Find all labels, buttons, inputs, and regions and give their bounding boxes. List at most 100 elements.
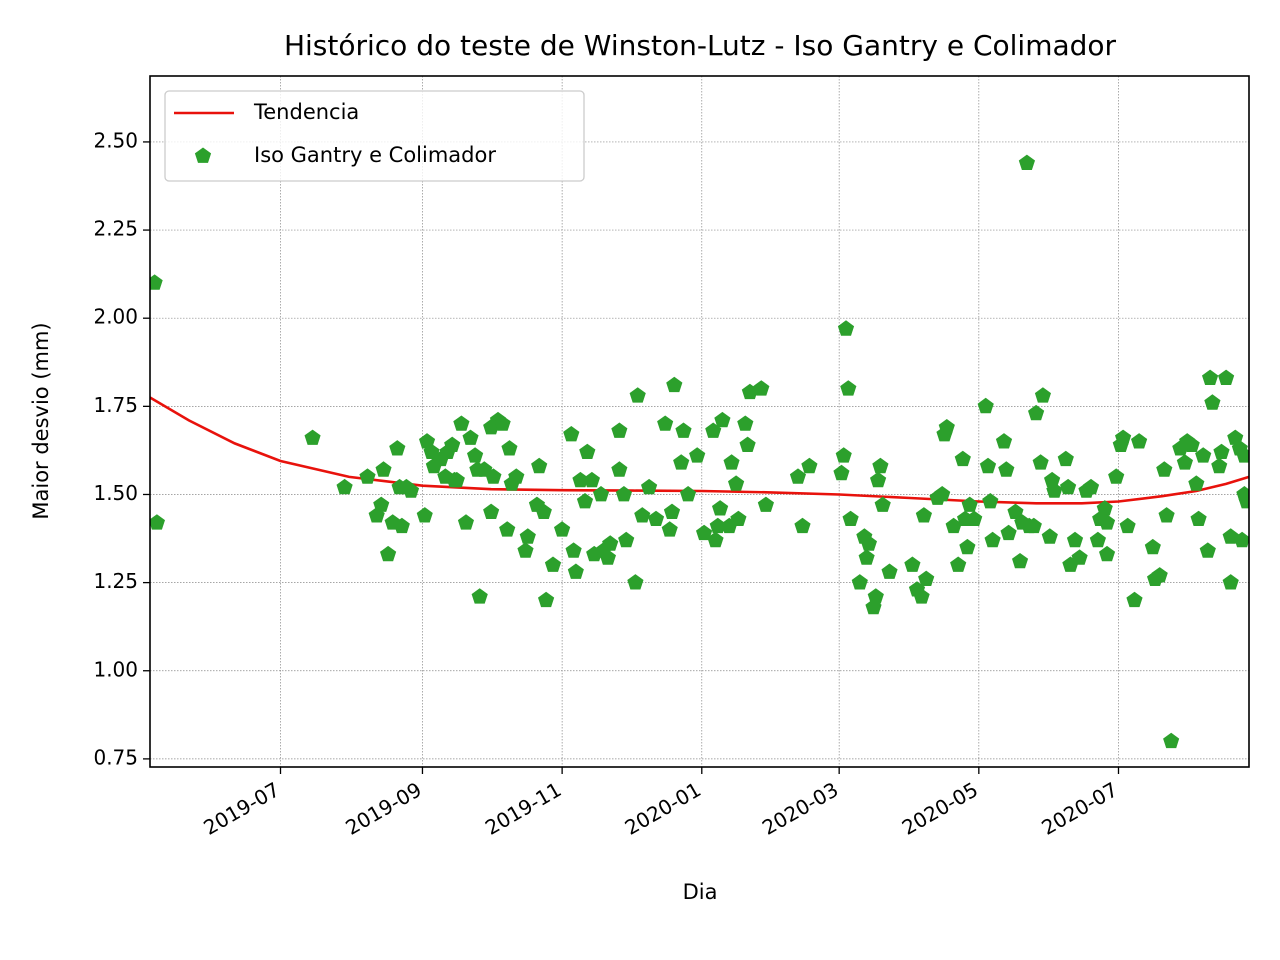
- legend-box: [164, 90, 585, 182]
- scatter-point: [471, 588, 488, 604]
- scatter-point: [789, 468, 806, 484]
- scatter-point: [1060, 478, 1077, 495]
- scatter-point: [467, 447, 484, 463]
- scatter-point: [1188, 475, 1205, 491]
- legend-swatch: [194, 147, 212, 163]
- scatter-point: [918, 570, 935, 586]
- scatter-point: [150, 514, 165, 530]
- scatter-point: [1082, 478, 1100, 495]
- scatter-point: [1183, 436, 1200, 452]
- scatter-point: [1044, 471, 1061, 488]
- scatter-point: [714, 411, 731, 428]
- scatter-point: [1108, 468, 1125, 484]
- scatter-point: [1144, 538, 1161, 555]
- scatter-point: [1156, 461, 1173, 477]
- scatter-point: [634, 507, 651, 523]
- scatter-point: [402, 482, 420, 498]
- scatter-point: [389, 440, 406, 456]
- scatter-point: [444, 436, 461, 452]
- legend: Tendencia Iso Gantry e Colimador: [164, 90, 585, 182]
- scatter-point: [1163, 732, 1180, 749]
- scatter-point: [373, 496, 390, 512]
- scatter-point: [954, 450, 971, 467]
- scatter-point: [393, 517, 410, 534]
- scatter-point: [874, 496, 891, 512]
- scatter-point: [1000, 524, 1017, 541]
- scatter-point: [618, 531, 635, 548]
- scatter-point: [627, 574, 644, 590]
- scatter-point: [833, 464, 850, 481]
- scatter-point: [647, 510, 665, 526]
- scatter-point: [150, 274, 163, 290]
- scatter-point: [1099, 514, 1116, 530]
- scatter-point: [966, 510, 983, 526]
- scatter-point: [730, 510, 747, 526]
- scatter-point: [1119, 517, 1136, 534]
- scatter-point: [666, 376, 683, 393]
- scatter-point: [840, 380, 857, 396]
- scatter-point: [1115, 429, 1132, 445]
- plot-marks: [150, 154, 1249, 749]
- scatter-point: [375, 461, 392, 477]
- scatter-point: [579, 443, 596, 459]
- grid: [143, 76, 1249, 774]
- scatter-point: [1204, 394, 1221, 410]
- scatter-point: [629, 387, 646, 403]
- scatter-point: [494, 415, 511, 431]
- scatter-point: [593, 486, 610, 502]
- scatter-point: [1028, 404, 1045, 421]
- scatter-point: [535, 503, 552, 519]
- scatter-point: [851, 574, 868, 590]
- scatter-point: [531, 457, 548, 474]
- scatter-point: [712, 500, 729, 516]
- scatter-point: [977, 397, 994, 414]
- scatter-point: [680, 486, 697, 502]
- scatter-point: [1236, 447, 1249, 463]
- plot-frame: [149, 75, 1250, 768]
- scatter-point: [1158, 507, 1175, 523]
- scatter-point: [998, 461, 1015, 477]
- scatter-point: [1096, 500, 1113, 516]
- scatter-point: [565, 542, 582, 558]
- scatter-point: [945, 517, 962, 534]
- scatter-point: [1012, 553, 1029, 569]
- scatter-point: [842, 510, 859, 526]
- scatter-point: [517, 542, 534, 558]
- scatter-point: [1032, 454, 1049, 470]
- scatter-point: [611, 422, 628, 438]
- scatter-point: [499, 521, 516, 537]
- scatter-point: [689, 447, 706, 463]
- scatter-point: [1190, 510, 1207, 526]
- scatter-point: [563, 426, 580, 442]
- scatter-point: [837, 320, 855, 336]
- scatter-point: [453, 415, 470, 431]
- y-axis-label: Maior desvio (mm): [29, 322, 53, 519]
- y-tick-label: 1.25: [93, 569, 138, 593]
- legend-label: Iso Gantry e Colimador: [254, 143, 496, 167]
- scatter-point: [723, 454, 740, 470]
- scatter-point: [567, 563, 584, 579]
- scatter-point: [508, 468, 525, 484]
- scatter-point: [1199, 542, 1216, 558]
- scatter-point: [483, 503, 500, 519]
- scatter-point: [739, 436, 756, 452]
- scatter-point: [709, 517, 726, 534]
- scatter-point: [904, 556, 921, 572]
- scatter-point: [675, 422, 692, 438]
- scatter-point: [1066, 531, 1084, 548]
- scatter-point: [485, 468, 502, 484]
- scatter-point: [304, 429, 321, 445]
- scatter-point: [867, 588, 884, 604]
- scatter-point: [359, 468, 376, 484]
- scatter-point: [858, 549, 875, 565]
- scatter-point: [615, 486, 632, 502]
- scatter-point: [707, 531, 724, 548]
- scatter-point: [753, 380, 770, 396]
- scatter-point: [1071, 549, 1088, 565]
- scatter-point: [979, 457, 997, 474]
- legend-label: Tendencia: [253, 100, 359, 124]
- scatter-point: [457, 514, 474, 530]
- scatter-point: [611, 461, 628, 477]
- scatter-point: [599, 549, 616, 565]
